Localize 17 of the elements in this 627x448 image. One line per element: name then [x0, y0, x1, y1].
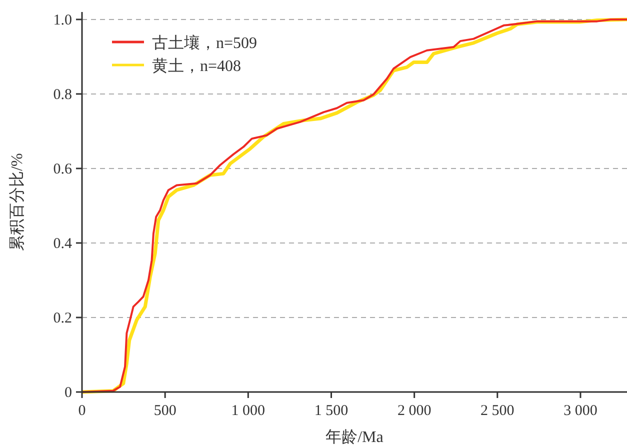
y-tick-label: 0.4	[53, 236, 72, 252]
y-tick-label: 1.0	[53, 12, 72, 28]
y-tick-label: 0.2	[53, 310, 72, 326]
y-axis-title: 累积百分比/%	[8, 153, 26, 251]
y-tick-label: 0.8	[53, 86, 72, 103]
x-tick-label: 1 500	[314, 403, 348, 419]
legend-label: 古土壤，n=509	[152, 34, 258, 52]
x-axis-title: 年龄/Ma	[326, 429, 384, 446]
x-tick-label: 2 000	[397, 403, 432, 419]
x-tick-label: 500	[154, 403, 176, 419]
x-tick-label: 0	[78, 403, 86, 419]
x-tick-label: 2 500	[480, 403, 514, 419]
y-tick-label: 0	[64, 385, 72, 401]
x-tick-label: 3 000	[564, 403, 598, 419]
y-tick-label: 0.6	[53, 161, 72, 178]
legend-label: 黄土，n=408	[152, 57, 242, 75]
x-tick-label: 1 000	[231, 403, 266, 419]
